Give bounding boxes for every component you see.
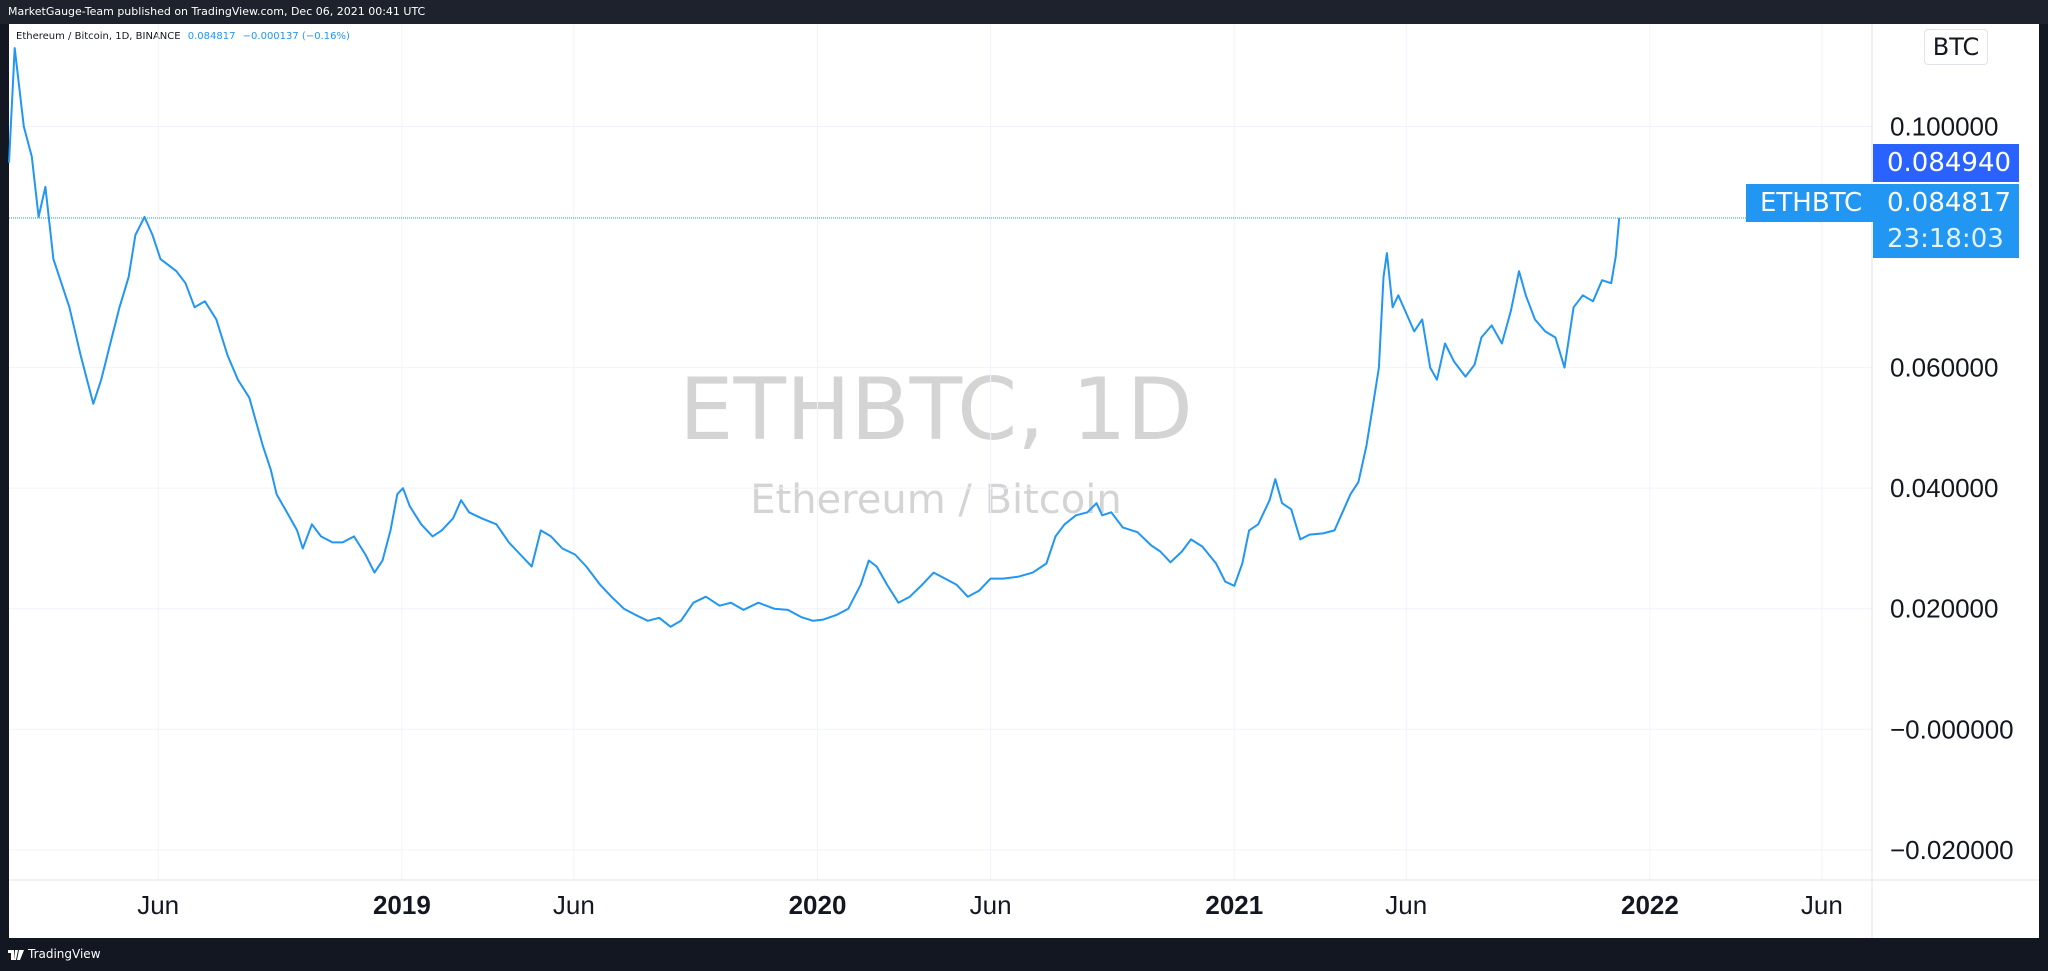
tradingview-icon <box>8 949 24 960</box>
watermark-description: Ethereum / Bitcoin <box>750 477 1122 523</box>
y-tick-label: 0.020000 <box>1890 594 1998 624</box>
price-tag-symbol: ETHBTC <box>1746 184 1873 222</box>
x-tick-label: 2021 <box>1205 890 1263 920</box>
x-tick-label: Jun <box>137 890 179 920</box>
legend-value: 0.084817 <box>187 31 236 42</box>
brand-name: TradingView <box>28 947 101 961</box>
publish-info: MarketGauge-Team published on TradingVie… <box>8 5 426 18</box>
x-tick-label: Jun <box>1385 890 1427 920</box>
series-line <box>8 47 1621 628</box>
x-tick-label: 2019 <box>373 890 431 920</box>
price-tag-last: 0.084817 <box>1873 184 2019 222</box>
x-tick-label: Jun <box>1801 890 1843 920</box>
tradingview-logo[interactable]: TradingView <box>8 938 101 971</box>
price-tag-high: 0.084940 <box>1873 144 2019 182</box>
currency-label[interactable]: BTC <box>1924 29 1988 65</box>
legend-symbol: Ethereum / Bitcoin, 1D, BINANCE <box>16 31 181 42</box>
y-tick-label: 0.060000 <box>1890 353 1998 383</box>
y-tick-label: 0.100000 <box>1890 111 1998 141</box>
y-tick-label: 0.040000 <box>1890 473 1998 503</box>
x-tick-label: Jun <box>970 890 1012 920</box>
y-tick-label: −0.000000 <box>1890 714 2014 744</box>
x-tick-label: Jun <box>553 890 595 920</box>
symbol-legend: Ethereum / Bitcoin, 1D, BINANCE 0.084817… <box>16 31 350 42</box>
watermark-symbol: ETHBTC, 1D <box>679 360 1193 460</box>
footer-bar: TradingView <box>0 938 2048 971</box>
x-tick-label: 2020 <box>789 890 847 920</box>
chart-area[interactable]: Ethereum / Bitcoin, 1D, BINANCE 0.084817… <box>9 24 2039 938</box>
legend-change: −0.000137 (−0.16%) <box>242 31 350 42</box>
countdown-tag: 23:18:03 <box>1873 220 2019 258</box>
publish-bar: MarketGauge-Team published on TradingVie… <box>0 0 2048 24</box>
y-tick-label: −0.020000 <box>1890 835 2014 865</box>
x-tick-label: 2022 <box>1621 890 1679 920</box>
